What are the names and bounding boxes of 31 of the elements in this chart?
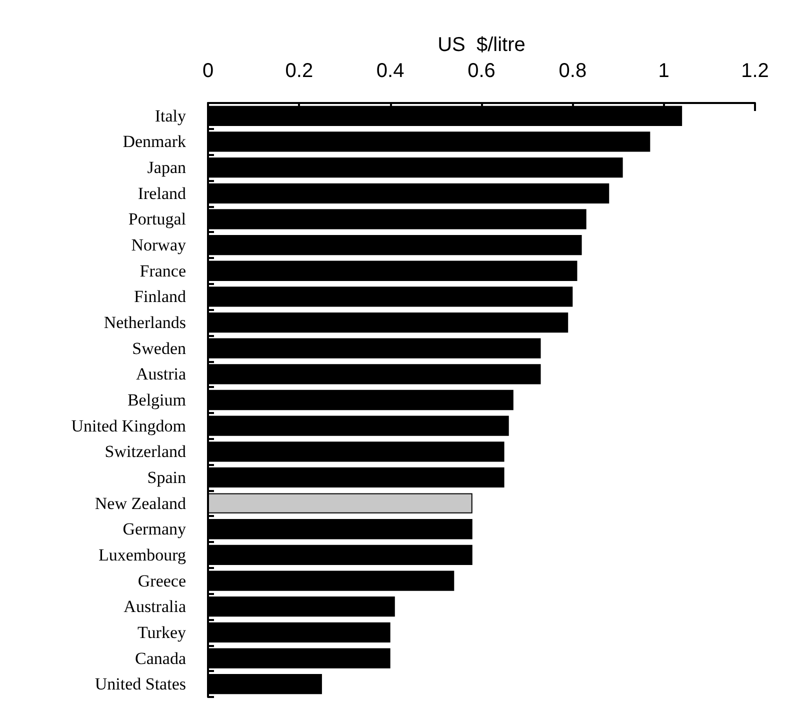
y-tick-label: Australia [124,597,186,616]
x-tick-label: 0.6 [468,60,496,82]
y-tick-label: Ireland [138,184,186,203]
x-axis-title: US $/litre [438,34,526,56]
y-tick-label: United States [94,674,186,694]
y-tick-label: Portugal [128,210,186,229]
x-tick-label: 0 [202,60,214,82]
y-tick-label: Italy [154,106,186,126]
y-tick-label: Denmark [122,132,186,152]
y-tick-label: Switzerland [104,442,186,462]
y-tick-label: Norway [131,236,186,255]
y-tick-label: Sweden [132,338,186,358]
y-tick-label: Luxembourg [98,545,186,564]
y-tick-label: Greece [138,571,186,590]
y-tick-label: Finland [134,287,186,306]
y-tick-label: Germany [122,520,186,539]
y-tick-label: New Zealand [94,494,186,513]
y-tick-label: France [140,261,186,280]
y-tick-label: Turkey [138,622,186,642]
y-tick-label: Belgium [127,390,186,410]
y-tick-label: Austria [136,364,186,384]
x-tick-label: 0.2 [285,60,314,82]
y-tick-label: United Kingdom [71,416,186,436]
x-tick-label: 1 [658,60,670,82]
x-tick-label: 0.8 [558,60,587,82]
x-tick-label: 0.4 [376,60,404,82]
y-tick-label: Netherlands [104,313,186,332]
y-tick-label: Canada [135,648,186,668]
y-tick-label: Spain [147,468,186,487]
y-tick-label: Japan [147,158,186,178]
x-tick-label: 1.2 [741,60,769,82]
